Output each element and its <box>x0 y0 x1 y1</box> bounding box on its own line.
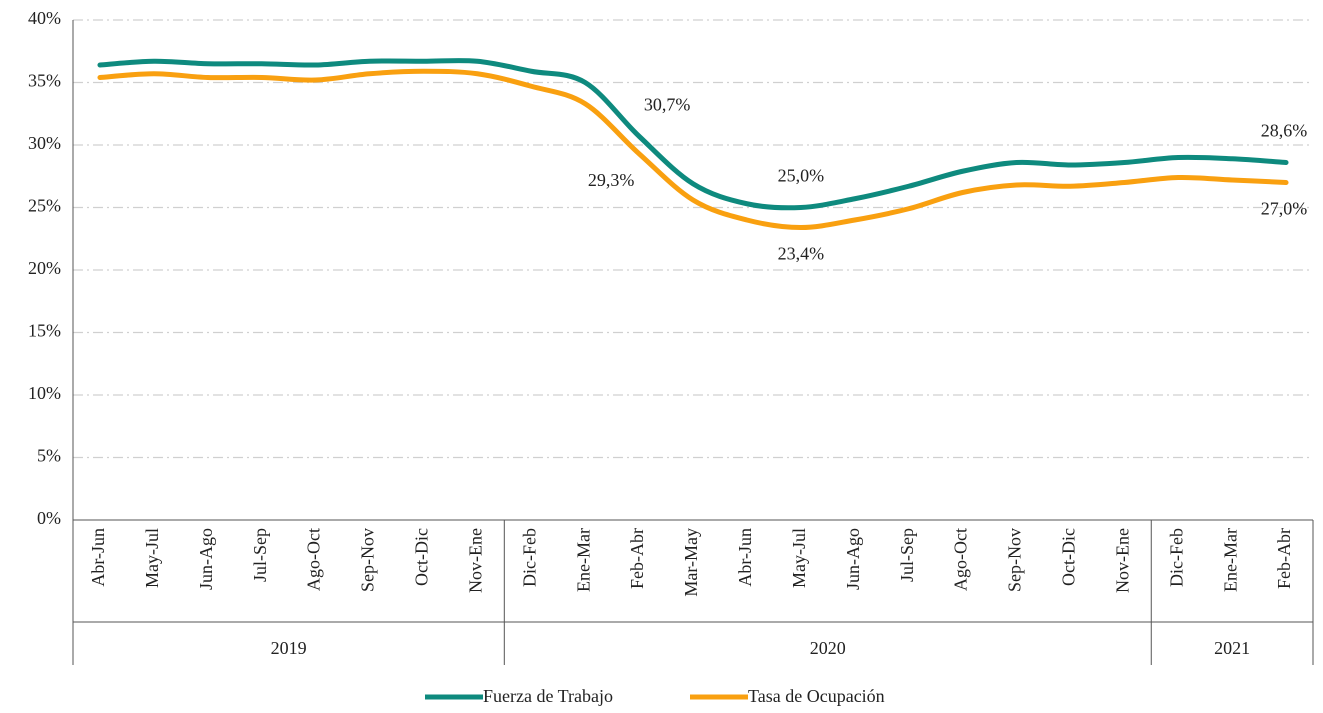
data-label: 29,3% <box>588 170 635 190</box>
series-line <box>97 58 1289 211</box>
y-tick-label: 40% <box>28 8 61 28</box>
y-tick-label: 10% <box>28 383 61 403</box>
legend-label: Fuerza de Trabajo <box>483 686 613 706</box>
data-label: 27,0% <box>1261 199 1308 219</box>
x-tick-label: Ene-Mar <box>1220 528 1240 592</box>
group-label: 2020 <box>810 638 846 658</box>
x-tick-label: Dic-Feb <box>1166 528 1186 587</box>
x-tick-label: Mar-May <box>681 528 701 597</box>
x-tick-label: Sep-Nov <box>1005 528 1025 592</box>
data-label: 25,0% <box>778 166 825 186</box>
x-tick-label: Feb-Abr <box>627 528 647 589</box>
x-tick-label: Nov-Ene <box>465 528 485 593</box>
y-tick-label: 20% <box>28 258 61 278</box>
group-label: 2019 <box>271 638 307 658</box>
y-tick-label: 30% <box>28 133 61 153</box>
data-label: 23,4% <box>778 244 825 264</box>
x-tick-label: Abr-Jun <box>88 528 108 587</box>
x-tick-label: Ago-Oct <box>951 528 971 591</box>
x-tick-label: Jun-Ago <box>843 528 863 590</box>
x-tick-label: Ago-Oct <box>304 528 324 591</box>
x-tick-label: Dic-Feb <box>519 528 539 587</box>
group-label: 2021 <box>1214 638 1250 658</box>
x-tick-label: Jun-Ago <box>196 528 216 590</box>
x-tick-label: Jul-Sep <box>250 528 270 582</box>
x-tick-label: Ene-Mar <box>573 528 593 592</box>
y-tick-label: 25% <box>28 196 61 216</box>
y-tick-label: 35% <box>28 71 61 91</box>
y-tick-label: 5% <box>37 446 61 466</box>
x-tick-label: May-Jul <box>789 528 809 588</box>
x-tick-label: May-Jul <box>142 528 162 588</box>
data-label: 30,7% <box>644 94 691 114</box>
x-tick-label: Oct-Dic <box>1059 528 1079 586</box>
y-tick-label: 15% <box>28 321 61 341</box>
x-tick-label: Feb-Abr <box>1274 528 1294 589</box>
x-tick-label: Nov-Ene <box>1112 528 1132 593</box>
y-tick-label: 0% <box>37 508 61 528</box>
x-tick-label: Oct-Dic <box>412 528 432 586</box>
legend-label: Tasa de Ocupación <box>748 686 885 706</box>
x-tick-label: Abr-Jun <box>735 528 755 587</box>
series-line <box>97 68 1289 231</box>
data-label: 28,6% <box>1261 121 1308 141</box>
x-tick-label: Sep-Nov <box>358 528 378 592</box>
x-tick-label: Jul-Sep <box>897 528 917 582</box>
